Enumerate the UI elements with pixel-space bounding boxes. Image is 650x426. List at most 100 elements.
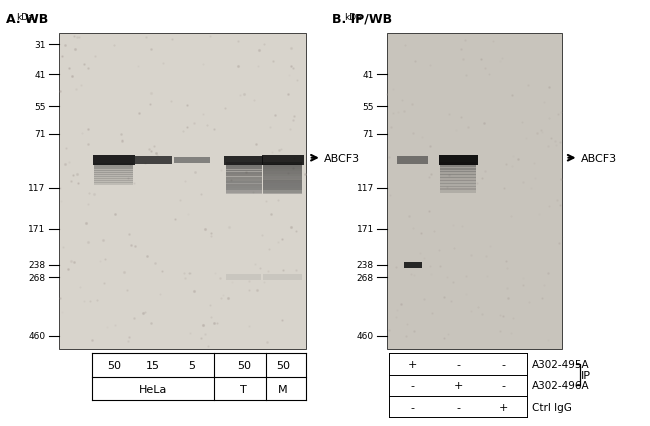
Text: kDa: kDa xyxy=(16,12,34,22)
Text: 41: 41 xyxy=(34,71,46,80)
Text: 117: 117 xyxy=(28,184,46,193)
Bar xyxy=(440,175,476,179)
Text: 460: 460 xyxy=(357,331,374,340)
Text: 31: 31 xyxy=(34,40,46,49)
Bar xyxy=(93,155,135,166)
Bar xyxy=(226,275,261,281)
Bar xyxy=(440,166,476,170)
Bar xyxy=(440,163,476,167)
Text: M: M xyxy=(278,384,287,394)
Bar xyxy=(440,186,476,190)
Bar xyxy=(226,184,262,189)
Bar xyxy=(94,174,133,178)
Bar xyxy=(263,172,302,177)
Bar xyxy=(440,183,476,187)
Text: 268: 268 xyxy=(357,273,374,282)
Text: 50: 50 xyxy=(237,360,251,370)
Text: -: - xyxy=(411,402,415,412)
Bar xyxy=(226,177,262,181)
Bar xyxy=(387,34,562,349)
Bar xyxy=(440,169,476,173)
Bar xyxy=(263,181,302,194)
Bar xyxy=(226,181,262,194)
Bar xyxy=(226,175,262,179)
Text: +: + xyxy=(454,380,463,391)
Text: 50: 50 xyxy=(276,360,290,370)
Bar xyxy=(174,158,210,164)
Bar xyxy=(397,157,428,164)
Bar xyxy=(263,163,302,167)
Text: ABCF3: ABCF3 xyxy=(580,153,617,163)
Bar xyxy=(440,178,476,182)
Text: +: + xyxy=(499,402,508,412)
Bar xyxy=(94,166,133,170)
Bar xyxy=(226,180,262,184)
Text: 117: 117 xyxy=(356,184,374,193)
Text: 71: 71 xyxy=(362,130,374,139)
Bar xyxy=(94,183,133,186)
Text: 71: 71 xyxy=(34,130,46,139)
Text: 50: 50 xyxy=(107,360,121,370)
Text: Ctrl IgG: Ctrl IgG xyxy=(532,402,572,412)
Text: IP: IP xyxy=(581,370,591,380)
Bar xyxy=(226,165,262,170)
Text: 238: 238 xyxy=(29,261,46,270)
Bar xyxy=(94,172,133,176)
Text: B. IP/WB: B. IP/WB xyxy=(332,13,391,26)
Bar xyxy=(226,168,262,172)
Text: -: - xyxy=(502,380,506,391)
Bar xyxy=(226,173,262,177)
Text: -: - xyxy=(456,359,460,369)
Bar xyxy=(226,182,262,186)
Text: 171: 171 xyxy=(356,225,374,234)
Bar xyxy=(226,163,262,167)
Text: 15: 15 xyxy=(146,360,160,370)
Text: 55: 55 xyxy=(362,102,374,112)
Text: 5: 5 xyxy=(188,360,195,370)
Bar xyxy=(263,186,302,191)
Text: A302-496A: A302-496A xyxy=(532,380,590,391)
Bar xyxy=(94,170,133,173)
Bar xyxy=(94,181,133,184)
Bar xyxy=(440,180,476,184)
Bar xyxy=(226,187,262,191)
Bar xyxy=(263,181,302,186)
Text: 55: 55 xyxy=(34,102,46,112)
Text: 238: 238 xyxy=(357,261,374,270)
Bar xyxy=(263,177,302,181)
Text: -: - xyxy=(411,380,415,391)
Text: T: T xyxy=(240,384,247,394)
Bar xyxy=(263,174,302,179)
Bar xyxy=(263,167,302,172)
Text: ABCF3: ABCF3 xyxy=(324,153,360,163)
Bar xyxy=(224,156,263,166)
Bar xyxy=(226,189,262,193)
Bar xyxy=(94,176,133,180)
Text: A302-495A: A302-495A xyxy=(532,359,590,369)
Text: 460: 460 xyxy=(29,331,46,340)
Text: +: + xyxy=(408,359,417,369)
Bar xyxy=(94,178,133,182)
Bar xyxy=(133,156,172,165)
Text: HeLa: HeLa xyxy=(138,384,167,394)
Bar xyxy=(404,262,422,268)
Text: -: - xyxy=(456,402,460,412)
Bar xyxy=(262,155,304,166)
Bar xyxy=(94,164,133,167)
Bar xyxy=(263,179,302,184)
Text: 268: 268 xyxy=(29,273,46,282)
Bar xyxy=(439,155,478,166)
Bar xyxy=(263,184,302,189)
Text: 41: 41 xyxy=(362,71,374,80)
Bar xyxy=(58,34,306,349)
Bar xyxy=(440,172,476,176)
Text: 171: 171 xyxy=(28,225,46,234)
Bar xyxy=(263,189,302,193)
Text: A. WB: A. WB xyxy=(6,13,49,26)
Bar xyxy=(263,165,302,170)
Bar xyxy=(440,189,476,193)
Bar xyxy=(263,275,302,281)
Bar xyxy=(263,170,302,174)
Bar xyxy=(94,168,133,172)
Bar xyxy=(226,170,262,174)
